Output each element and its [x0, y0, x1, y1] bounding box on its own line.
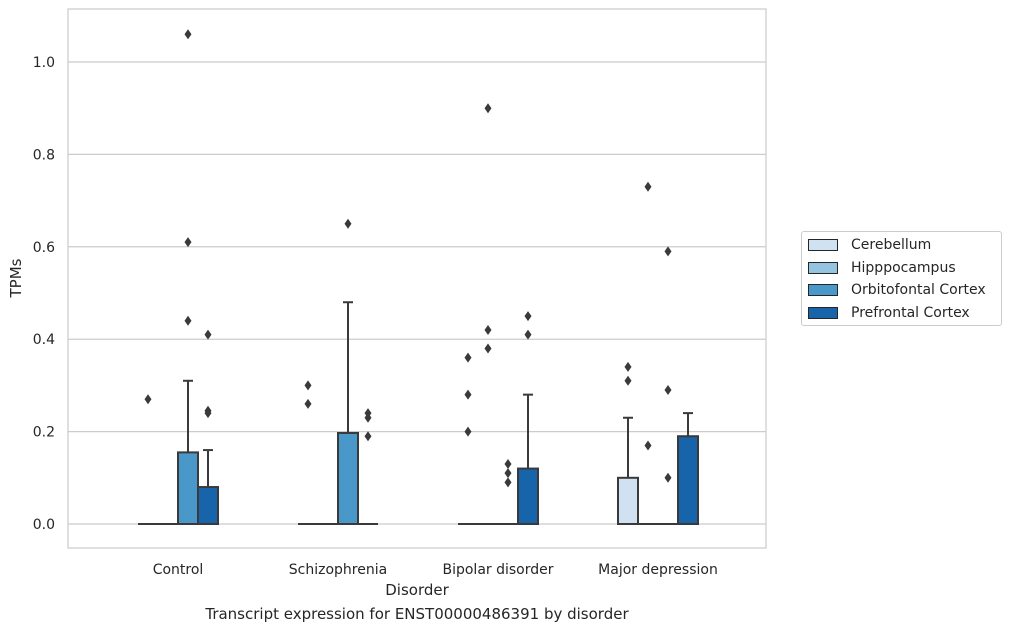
- box-prefrontal-cortex-3: [677, 412, 699, 525]
- outlier-point: [204, 408, 212, 419]
- outlier-point: [464, 352, 472, 363]
- outlier-point: [624, 361, 632, 372]
- box: [177, 451, 199, 526]
- outlier-point: [504, 477, 512, 488]
- y-tick-label: 0.8: [33, 147, 55, 163]
- box: [197, 486, 219, 526]
- x-tick-label: Control: [153, 562, 204, 578]
- outlier-point: [524, 329, 532, 340]
- plot-area: [68, 9, 766, 548]
- box-orbitofontal-cortex-2: [498, 458, 518, 525]
- legend-label: Cerebellum: [851, 237, 932, 253]
- box: [617, 476, 639, 525]
- box-orbitofontal-cortex-0: [177, 29, 199, 526]
- x-tick-label: Schizophrenia: [289, 562, 387, 578]
- outlier-point: [184, 237, 192, 248]
- y-tick-label: 0.0: [33, 517, 55, 533]
- outlier-point: [664, 472, 672, 483]
- legend-item: Cerebellum: [808, 235, 931, 255]
- outlier-point: [504, 458, 512, 469]
- box-prefrontal-cortex-0: [197, 329, 219, 526]
- legend-item: Hipppocampus: [808, 258, 956, 278]
- box-cerebellum-2: [458, 352, 478, 525]
- outlier-point: [644, 181, 652, 192]
- legend-label: Prefrontal Cortex: [851, 304, 970, 321]
- box-groups: [138, 29, 699, 526]
- x-axis-ticks: Control Schizophrenia Bipolar disorder Majo…: [153, 562, 718, 578]
- y-axis-title: TPMs: [7, 258, 25, 298]
- box-cerebellum-3: [617, 361, 639, 525]
- legend-swatch: [808, 306, 838, 319]
- box-prefrontal-cortex-1: [358, 408, 378, 525]
- legend-swatch: [808, 261, 838, 274]
- outlier-point: [304, 398, 312, 409]
- legend: Cerebellum Hipppocampus Orbitofontal Corte…: [801, 231, 1002, 326]
- outlier-point: [504, 468, 512, 479]
- legend-label: Hipppocampus: [851, 259, 956, 276]
- outlier-point: [364, 431, 372, 442]
- outlier-point: [304, 380, 312, 391]
- outlier-point: [484, 103, 492, 114]
- legend-swatch: [808, 239, 838, 251]
- plot-frame: [67, 8, 767, 549]
- legend-item: Orbitofontal Cortex: [808, 280, 986, 300]
- outlier-point: [484, 324, 492, 335]
- outlier-point: [524, 311, 532, 322]
- legend-item: Prefrontal Cortex: [808, 303, 970, 323]
- x-tick-label: Bipolar disorder: [442, 562, 553, 578]
- outlier-point: [344, 218, 352, 229]
- box: [517, 467, 539, 525]
- box-cerebellum-1: [298, 380, 318, 525]
- y-tick-label: 0.2: [33, 425, 55, 441]
- x-axis-title: Disorder: [385, 581, 449, 599]
- outlier-point: [664, 246, 672, 257]
- outlier-point: [184, 315, 192, 326]
- chart-caption: Transcript expression for ENST0000048639…: [205, 605, 629, 623]
- box-cerebellum-0: [138, 394, 158, 525]
- outlier-point: [144, 394, 152, 405]
- x-tick-label: Major depression: [598, 562, 718, 578]
- box-hipppocampus-3: [638, 181, 658, 525]
- y-tick-label: 0.4: [33, 332, 55, 348]
- legend-label: Orbitofontal Cortex: [851, 282, 986, 298]
- y-tick-label: 1.0: [33, 55, 55, 71]
- box: [337, 431, 359, 525]
- outlier-point: [464, 389, 472, 400]
- y-tick-label: 0.6: [33, 240, 55, 256]
- outlier-point: [644, 440, 652, 451]
- box-orbitofontal-cortex-1: [337, 218, 359, 525]
- outlier-point: [204, 329, 212, 340]
- outlier-point: [184, 29, 192, 40]
- y-axis-ticks: 0.0 0.2 0.4 0.6 0.8 1.0: [33, 55, 55, 533]
- outlier-point: [364, 412, 372, 423]
- outlier-point: [664, 385, 672, 396]
- legend-swatch: [808, 284, 838, 296]
- outlier-point: [484, 343, 492, 354]
- outlier-point: [624, 375, 632, 386]
- box: [677, 435, 699, 525]
- box-hipppocampus-2: [478, 103, 498, 525]
- box-orbitofontal-cortex-3: [658, 246, 678, 525]
- outlier-point: [464, 426, 472, 437]
- box-prefrontal-cortex-2: [517, 311, 539, 525]
